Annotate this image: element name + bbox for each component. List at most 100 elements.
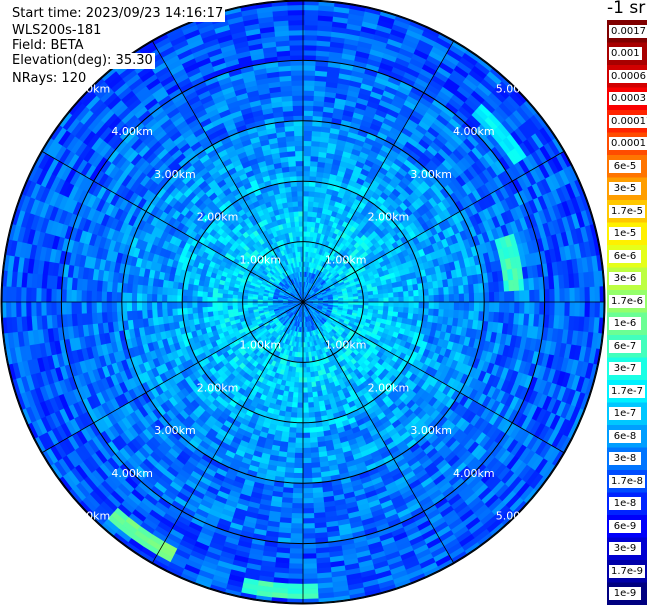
range-gate <box>344 501 358 510</box>
range-gate <box>378 99 393 110</box>
range-gate <box>384 273 391 281</box>
range-gate <box>526 136 541 153</box>
range-gate <box>374 522 390 533</box>
range-gate <box>303 50 318 56</box>
range-gate <box>312 304 319 307</box>
range-gate <box>371 560 389 571</box>
range-gate <box>387 131 400 142</box>
range-gate <box>486 441 499 456</box>
range-gate <box>301 493 314 499</box>
range-gate <box>407 137 420 148</box>
range-gate <box>319 343 324 350</box>
range-gate <box>460 489 475 503</box>
range-gate <box>526 153 540 170</box>
range-gate <box>544 289 550 304</box>
range-gate <box>406 530 422 542</box>
range-gate <box>434 330 442 340</box>
range-gate <box>341 331 349 338</box>
range-gate <box>312 252 317 259</box>
range-gate <box>315 65 329 72</box>
range-gate <box>301 533 316 539</box>
range-gate <box>417 454 430 466</box>
range-gate <box>473 127 488 142</box>
range-gate <box>420 180 431 192</box>
range-gate <box>521 432 535 449</box>
range-gate <box>542 222 552 239</box>
range-gate <box>443 309 450 319</box>
range-gate <box>423 430 435 442</box>
range-gate <box>460 344 469 356</box>
range-gate <box>363 526 378 536</box>
range-gate <box>312 401 320 408</box>
range-gate <box>308 361 314 368</box>
range-gate <box>484 181 496 195</box>
range-gate <box>454 361 464 373</box>
range-gate <box>318 332 324 339</box>
range-gate <box>353 299 359 303</box>
range-gate <box>514 218 524 234</box>
range-gate <box>322 430 332 437</box>
range-gate <box>477 198 488 212</box>
range-gate <box>322 352 328 359</box>
range-gate <box>415 197 426 208</box>
range-gate <box>377 309 384 316</box>
range-gate <box>482 515 499 531</box>
range-gate <box>579 287 586 304</box>
range-gate <box>324 96 337 104</box>
range-gate <box>486 374 496 388</box>
range-gate <box>334 258 341 265</box>
range-gate <box>358 304 364 309</box>
range-gate <box>388 292 394 298</box>
range-gate <box>551 189 563 206</box>
range-gate <box>443 451 457 464</box>
range-gate <box>328 331 334 338</box>
range-gate <box>315 275 320 281</box>
range-gate <box>311 295 318 298</box>
range-gate <box>536 180 548 197</box>
range-gate <box>431 273 438 283</box>
range-gate <box>554 302 560 317</box>
range-gate <box>509 91 525 108</box>
range-gate <box>561 200 572 218</box>
range-gate <box>396 154 408 165</box>
range-gate <box>472 463 487 478</box>
range-gate <box>305 292 308 298</box>
range-gate <box>348 474 361 483</box>
range-gate <box>310 325 314 332</box>
range-gate <box>443 332 451 342</box>
range-gate <box>481 196 493 210</box>
range-gate <box>474 107 490 122</box>
range-gate <box>443 294 450 303</box>
range-gate <box>422 190 433 202</box>
range-gate <box>530 437 544 455</box>
range-gate <box>460 267 468 278</box>
range-gate <box>324 162 334 170</box>
range-gate <box>326 271 332 278</box>
range-gate <box>400 163 412 174</box>
range-gate <box>317 25 334 32</box>
range-gate <box>306 236 311 242</box>
range-gate <box>322 307 328 310</box>
range-gate <box>536 393 548 410</box>
range-gate <box>416 101 431 113</box>
range-gate <box>346 511 361 520</box>
range-gate <box>305 271 308 278</box>
range-gate <box>301 568 318 575</box>
range-gate <box>345 136 357 145</box>
range-gate <box>358 323 365 330</box>
range-gate <box>400 189 411 200</box>
range-gate <box>563 343 572 360</box>
range-gate <box>309 290 314 295</box>
range-gate <box>393 296 399 303</box>
range-gate <box>347 276 354 282</box>
range-gate <box>319 312 325 318</box>
range-gate <box>515 482 531 499</box>
range-gate <box>310 226 316 233</box>
range-gate <box>488 178 501 193</box>
range-gate <box>308 186 316 192</box>
range-gate <box>360 25 378 35</box>
range-gate <box>315 380 321 387</box>
range-gate <box>386 38 404 49</box>
range-gate <box>490 162 503 177</box>
range-gate <box>424 384 435 395</box>
